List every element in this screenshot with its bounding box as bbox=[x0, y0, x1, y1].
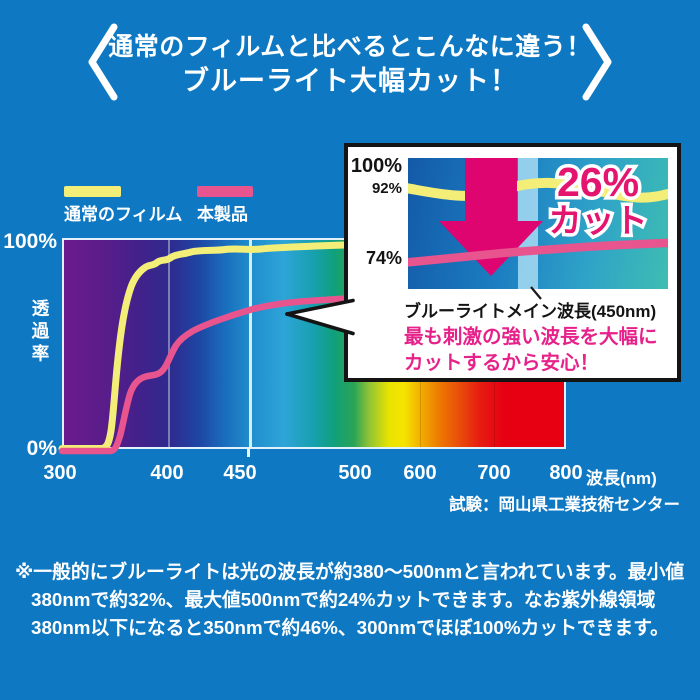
zoom-callout-box: 100% 92% 74% 26% カット 26% カット ブルーライ bbox=[344, 143, 681, 382]
y-label-0: 0% bbox=[26, 437, 57, 460]
gridline-400nm bbox=[168, 240, 170, 447]
footnote-line3: 380nm以下になると350nmで約46%、300nmでほぼ100%カットできま… bbox=[31, 617, 669, 638]
x-tick-450: 450 bbox=[223, 462, 257, 484]
cut-note-line1: 最も刺激の強い波長を大幅に bbox=[404, 326, 658, 348]
legend-swatch-product bbox=[197, 186, 253, 197]
callout-label-100: 100% bbox=[350, 155, 402, 177]
y-label-100: 100% bbox=[3, 230, 57, 253]
inner-curve-product bbox=[408, 238, 668, 267]
x-tick-300: 300 bbox=[43, 462, 77, 484]
y-axis-title: 透過率 bbox=[30, 299, 50, 367]
cut-kana-outline: カット bbox=[545, 199, 651, 241]
gridline-450nm bbox=[249, 240, 252, 447]
footnote-line1: ※一般的にブルーライトは光の波長が約380～500nmと言われています。最小値 bbox=[15, 561, 685, 582]
wavelength-caption: ブルーライトメイン波長(450nm) bbox=[404, 302, 657, 321]
tick-mark-450nm bbox=[247, 449, 250, 457]
cut-note-line2: カットするから安心！ bbox=[404, 352, 600, 374]
inner-curve-normal-film bbox=[408, 177, 668, 203]
header-title-line2: ブルーライト大幅カット！ bbox=[182, 66, 518, 96]
cut-text-fill: 26% カット bbox=[540, 161, 656, 238]
cut-text-outline: 26% カット bbox=[540, 157, 656, 241]
x-tick-500: 500 bbox=[338, 462, 372, 484]
x-tick-800: 800 bbox=[549, 462, 583, 484]
angle-bracket-left-icon bbox=[88, 23, 118, 101]
callout-label-92: 92% bbox=[371, 180, 402, 197]
angle-bracket-right-icon bbox=[582, 23, 612, 101]
legend-swatch-normal-film bbox=[64, 186, 121, 197]
legend-label-normal-film: 通常のフィルム bbox=[64, 205, 183, 224]
cut-kana-label: カット bbox=[548, 201, 648, 239]
test-credit: 試験：岡山県工業技術センター bbox=[449, 496, 680, 514]
x-tick-600: 600 bbox=[403, 462, 437, 484]
header-title-line1: 通常のフィルムと比べるとこんなに違う！ bbox=[108, 33, 592, 61]
legend-label-product: 本製品 bbox=[197, 205, 248, 224]
x-tick-400: 400 bbox=[150, 462, 184, 484]
x-tick-700: 700 bbox=[477, 462, 511, 484]
cut-26-outline: 26% bbox=[553, 157, 642, 206]
footnote-line2: 380nmで約32%、最大値500nmで約24%カットできます。なお紫外線領域 bbox=[31, 589, 656, 610]
cut-26-label: 26% bbox=[556, 159, 640, 205]
callout-label-74: 74% bbox=[365, 248, 402, 268]
x-axis-unit: 波長(nm) bbox=[586, 469, 657, 488]
